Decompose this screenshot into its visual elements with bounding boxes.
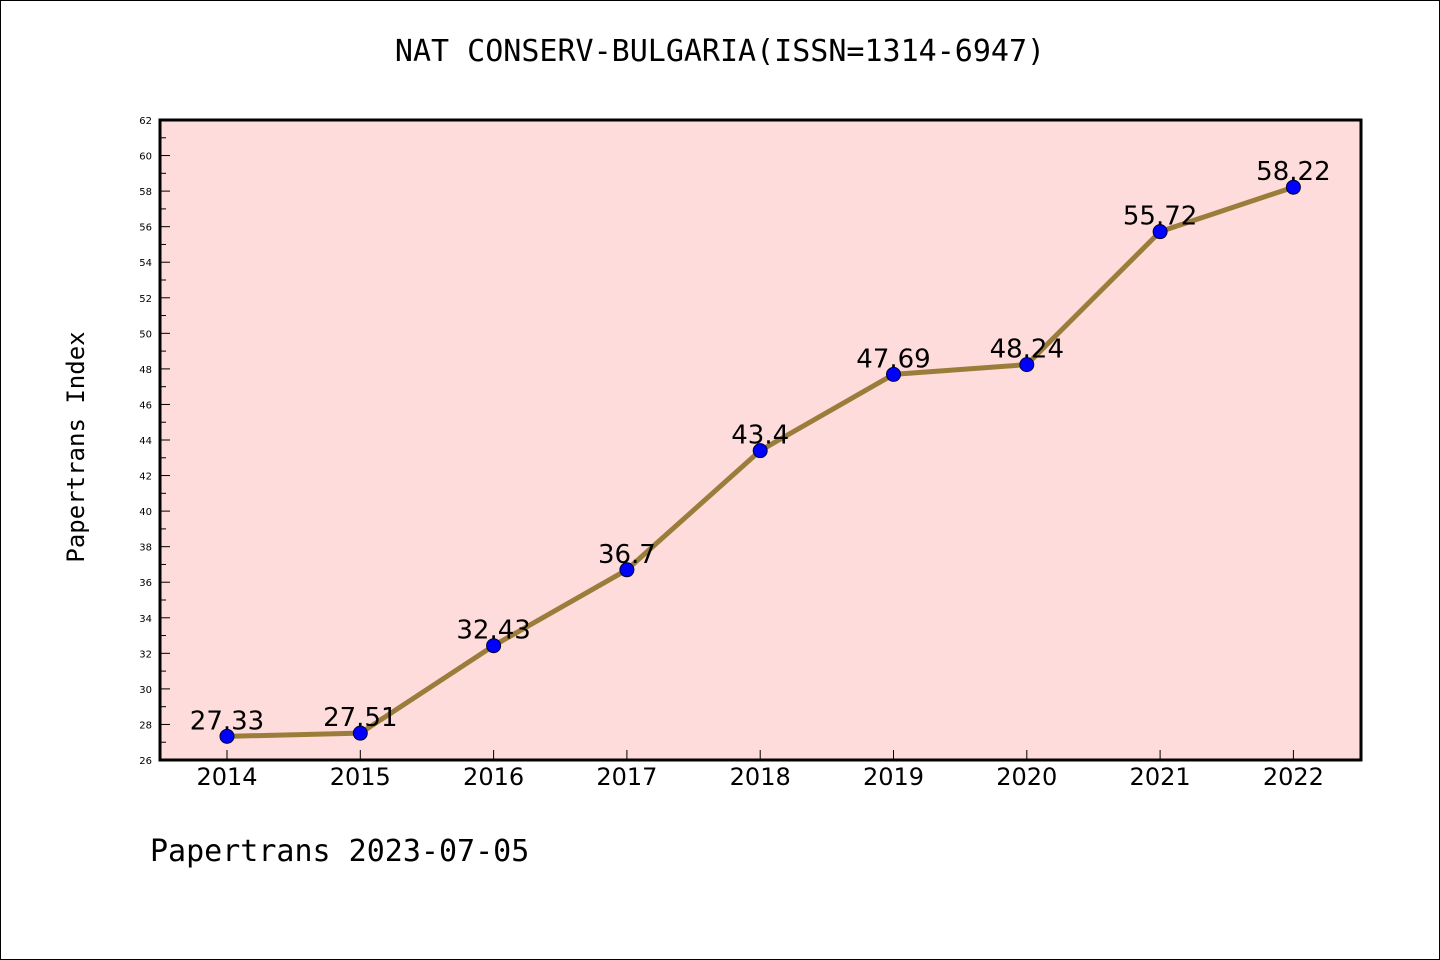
data-label-layer: 27.33 27.51 32.43 36.7 43.4 47.69 48.24 55.72 58…: [190, 157, 1331, 736]
y-tick-label: 56: [139, 223, 152, 234]
data-point: [1019, 357, 1035, 373]
data-label: 36.7: [598, 540, 656, 570]
x-tick-label: 2015: [330, 763, 391, 791]
data-point: [486, 638, 502, 654]
x-tick-label: 2017: [596, 763, 657, 791]
x-tick-label: 2020: [996, 763, 1057, 791]
footer-note: Papertrans 2023-07-05: [150, 834, 530, 869]
x-tick-label: 2014: [196, 763, 257, 791]
data-label: 55.72: [1123, 202, 1197, 232]
y-tick-label: 26: [139, 756, 152, 767]
y-tick-label: 28: [139, 720, 152, 731]
data-point: [1152, 224, 1168, 240]
y-tick-label: 42: [139, 472, 152, 483]
data-point: [219, 728, 235, 744]
data-label: 47.69: [856, 344, 930, 374]
y-tick-label: 38: [139, 543, 152, 554]
y-tick-label: 52: [139, 294, 152, 305]
data-point: [352, 725, 368, 741]
y-tick-label: 44: [139, 436, 152, 447]
y-tick-label: 34: [139, 614, 152, 625]
data-label: 58.22: [1256, 157, 1330, 187]
data-point: [619, 562, 635, 578]
x-tick-label: 2021: [1130, 763, 1191, 791]
series-layer: [219, 179, 1301, 744]
data-label: 27.51: [323, 703, 397, 733]
data-label: 43.4: [731, 421, 789, 451]
chart-title: NAT CONSERV-BULGARIA(ISSN=1314-6947): [394, 34, 1046, 69]
y-tick-label: 54: [139, 258, 152, 269]
data-label: 27.33: [190, 706, 264, 736]
y-tick-label: 46: [139, 400, 152, 411]
x-tick-label: 2016: [463, 763, 524, 791]
x-tick-label: 2019: [863, 763, 924, 791]
y-tick-label: 60: [139, 152, 152, 163]
y-tick-label: 58: [139, 187, 152, 198]
y-tick-label: 32: [139, 649, 152, 660]
data-label: 32.43: [456, 616, 530, 646]
data-point: [886, 366, 901, 382]
data-point: [752, 443, 768, 459]
y-tick-label: 50: [139, 329, 152, 340]
data-point: [1285, 179, 1301, 195]
x-axis: 2014 2015 2016 2017 2018 2019 2020 2021 2022: [196, 750, 1324, 791]
data-label: 48.24: [990, 335, 1064, 365]
y-tick-label: 62: [139, 116, 152, 127]
y-tick-label: 40: [139, 507, 152, 518]
x-tick-label: 2022: [1263, 763, 1324, 791]
y-axis: 26 28 30 32 34 36 38 40 42 44 46 48 50 52 54 56 58 60 62: [139, 116, 170, 767]
y-tick-label: 48: [139, 365, 152, 376]
x-tick-label: 2018: [730, 763, 791, 791]
y-tick-label: 36: [139, 578, 152, 589]
y-tick-label: 30: [139, 685, 152, 696]
